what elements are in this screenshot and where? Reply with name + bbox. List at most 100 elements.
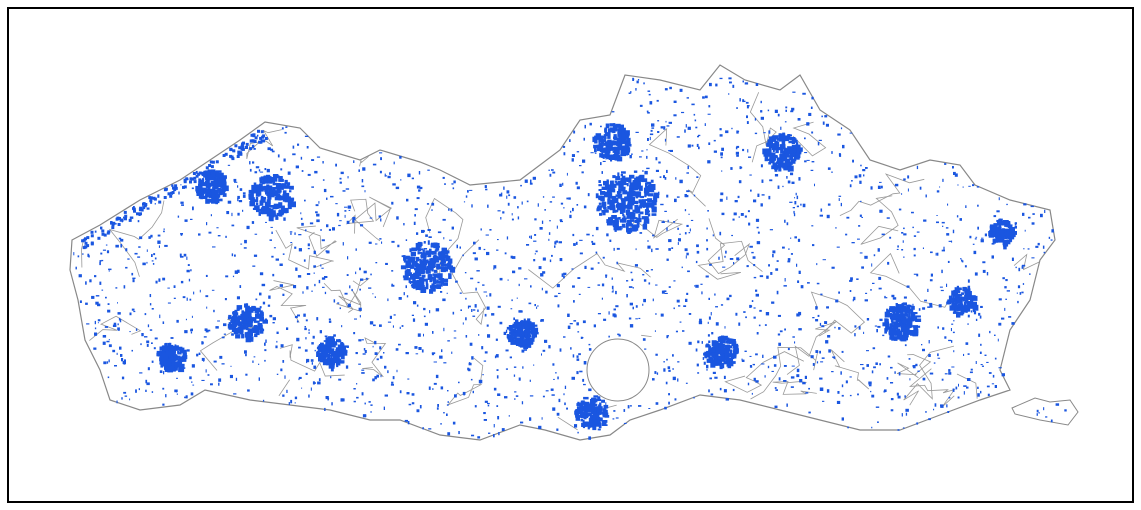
- built-up-dot: [306, 360, 307, 363]
- built-up-dot: [391, 384, 394, 386]
- built-up-dot: [745, 216, 747, 218]
- built-up-dot: [476, 270, 479, 271]
- coastal-patch: [261, 139, 264, 142]
- built-up-dot: [451, 183, 453, 184]
- urban-patch: [971, 303, 975, 306]
- built-up-dot: [879, 182, 882, 183]
- built-up-dot: [533, 365, 534, 366]
- built-up-dot: [644, 279, 646, 281]
- built-up-dot: [870, 289, 872, 290]
- built-up-dot: [561, 203, 563, 205]
- built-up-dot: [901, 232, 903, 234]
- built-up-dot: [440, 423, 442, 425]
- built-up-dot: [754, 277, 757, 278]
- built-up-dot: [668, 248, 671, 251]
- built-up-dot: [797, 206, 799, 208]
- built-up-dot: [633, 287, 634, 288]
- urban-patch: [628, 180, 631, 183]
- coastal-patch: [211, 165, 214, 168]
- built-up-dot: [206, 369, 207, 372]
- urban-patch: [958, 295, 961, 300]
- built-up-dot: [958, 397, 960, 399]
- built-up-dot: [827, 389, 829, 393]
- built-up-dot: [981, 238, 984, 239]
- built-up-dot: [365, 190, 366, 192]
- built-up-dot: [103, 342, 106, 345]
- built-up-dot: [323, 179, 325, 181]
- built-up-dot: [748, 157, 751, 158]
- built-up-dot: [497, 416, 499, 419]
- built-up-dot: [344, 210, 346, 212]
- built-up-dot: [125, 396, 128, 397]
- built-up-dot: [563, 146, 565, 148]
- built-up-dot: [909, 358, 911, 360]
- built-up-dot: [424, 316, 426, 318]
- built-up-dot: [360, 279, 363, 281]
- built-up-dot: [680, 322, 682, 323]
- built-up-dot: [796, 264, 797, 267]
- built-up-dot: [453, 187, 455, 189]
- built-up-dot: [484, 361, 486, 362]
- built-up-dot: [534, 234, 536, 236]
- coastal-patch: [81, 239, 84, 242]
- built-up-dot: [796, 313, 799, 316]
- urban-patch: [241, 334, 244, 339]
- built-up-dot: [800, 204, 801, 206]
- built-up-dot: [968, 279, 970, 282]
- built-up-dot: [1038, 243, 1040, 245]
- built-up-dot: [373, 346, 374, 348]
- built-up-dot: [949, 397, 951, 399]
- urban-patch: [778, 164, 781, 168]
- built-up-dot: [551, 389, 554, 391]
- built-up-dot: [647, 112, 650, 114]
- built-up-dot: [828, 167, 831, 170]
- built-up-dot: [708, 322, 709, 324]
- built-up-dot: [263, 302, 265, 305]
- built-up-dot: [841, 203, 842, 206]
- built-up-dot: [982, 261, 985, 263]
- built-up-dot: [860, 364, 864, 365]
- built-up-dot: [789, 202, 792, 203]
- urban-patch: [174, 356, 177, 360]
- built-up-dot: [369, 242, 372, 244]
- built-up-dot: [517, 206, 519, 208]
- urban-patch: [775, 167, 778, 172]
- built-up-dot: [551, 255, 553, 257]
- built-up-dot: [389, 172, 391, 175]
- built-up-dot: [145, 390, 147, 392]
- built-up-dot: [811, 355, 814, 358]
- built-up-dot: [286, 390, 287, 393]
- built-up-dot: [1043, 246, 1045, 249]
- built-up-dot: [548, 239, 549, 241]
- urban-patch: [621, 198, 625, 200]
- built-up-dot: [711, 312, 712, 315]
- built-up-dot: [787, 261, 790, 263]
- built-up-dot: [579, 294, 581, 295]
- urban-patch: [604, 405, 609, 409]
- built-up-dot: [340, 307, 341, 309]
- built-up-dot: [118, 323, 119, 325]
- urban-patch: [430, 262, 436, 267]
- built-up-dot: [617, 262, 618, 265]
- built-up-dot: [273, 322, 275, 323]
- built-up-dot: [230, 375, 233, 378]
- urban-patch: [610, 156, 612, 161]
- built-up-dot: [286, 327, 288, 330]
- urban-patch: [235, 334, 240, 338]
- built-up-dot: [696, 244, 699, 247]
- urban-patch: [254, 321, 260, 323]
- built-up-dot: [494, 424, 495, 427]
- built-up-dot: [465, 272, 467, 273]
- built-up-dot: [734, 213, 737, 216]
- built-up-dot: [995, 385, 997, 388]
- built-up-dot: [525, 180, 528, 183]
- urban-patch: [202, 183, 206, 187]
- built-up-dot: [690, 229, 691, 232]
- urban-patch: [433, 280, 436, 284]
- built-up-dot: [958, 384, 959, 387]
- built-up-dot: [1002, 373, 1005, 376]
- built-up-dot: [728, 93, 729, 94]
- urban-patch: [529, 335, 531, 338]
- coastal-patch: [110, 222, 113, 225]
- built-up-dot: [1040, 214, 1043, 217]
